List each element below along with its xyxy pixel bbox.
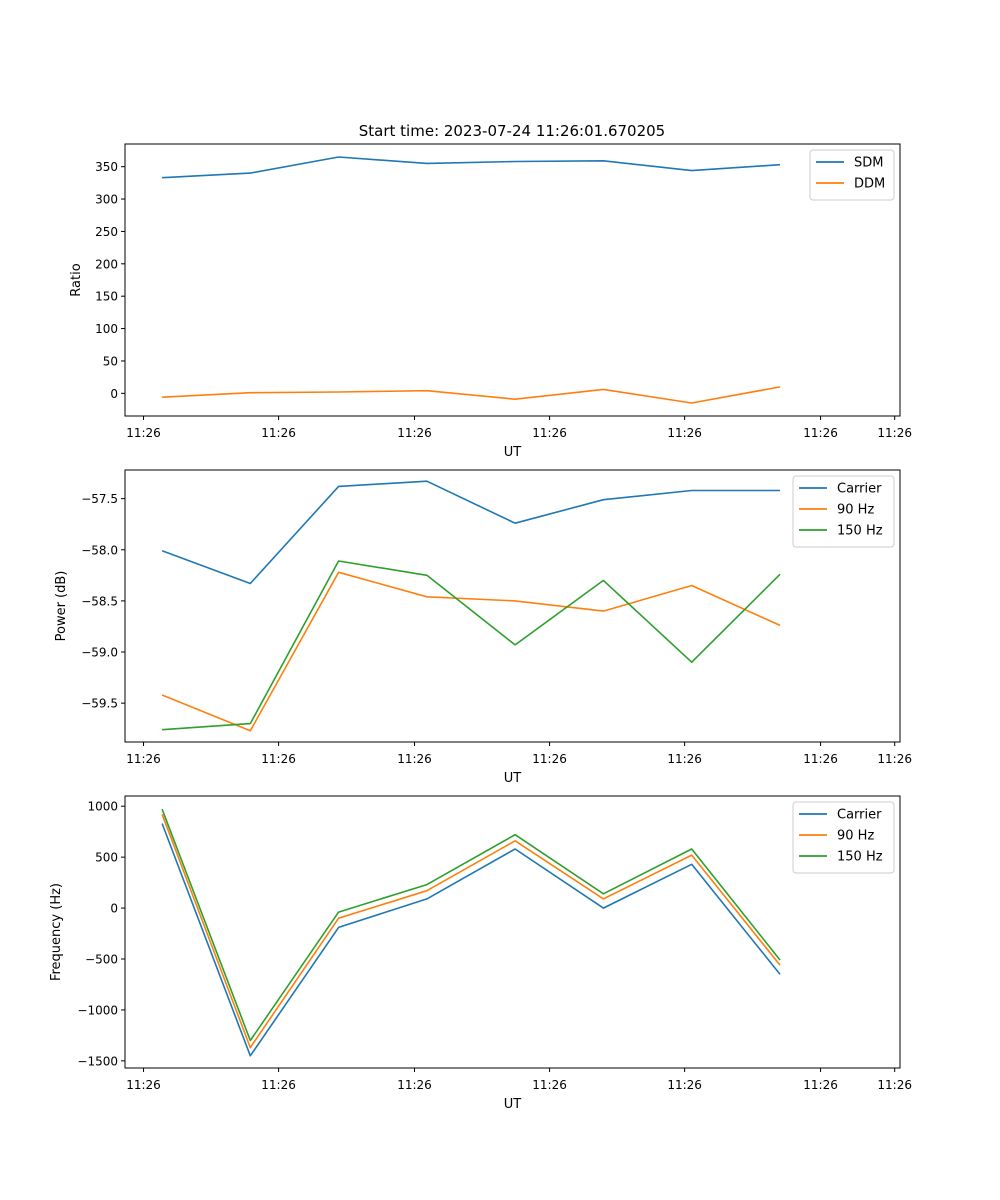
legend-label: 90 Hz (837, 829, 874, 844)
legend-label: Carrier (837, 482, 882, 497)
x-axis-label: UT (504, 445, 522, 460)
y-tick-label: 150 (95, 290, 118, 304)
y-tick-label: 500 (95, 851, 118, 865)
x-tick-label: 11:26 (397, 752, 432, 766)
legend-label: SDM (854, 156, 883, 171)
y-tick-label: 1000 (87, 800, 118, 814)
x-tick-label: 11:26 (877, 752, 912, 766)
legend-label: 150 Hz (837, 524, 883, 539)
x-tick-label: 11:26 (261, 426, 296, 440)
plots: 0 50 100 150 200 250 300 350 11:26 11:26 11:26 11:2… (49, 143, 912, 1112)
x-tick-label: 11:26 (126, 752, 161, 766)
series-line-150-hz (161, 808, 781, 1042)
series-line-carrier (161, 823, 781, 1057)
x-tick-label: 11:26 (667, 1078, 702, 1092)
x-axis-label: UT (504, 771, 522, 786)
y-tick-label: −1000 (77, 1003, 118, 1017)
subplot-2: −59.5 −59.0 −58.5 −58.0 −57.5 11:26 11:26 11:26… (54, 469, 912, 786)
y-axis-label: Frequency (Hz) (49, 883, 64, 981)
axes-frame (124, 143, 901, 417)
legend-label: DDM (854, 177, 885, 192)
subplot-3: −1500 −1000 −500 0 500 1000 11:26 11:26 11:26 11:… (49, 795, 912, 1112)
y-tick-label: −500 (85, 952, 118, 966)
y-tick-label: −59.0 (81, 646, 118, 660)
x-tick-label: 11:26 (803, 752, 838, 766)
x-tick-label: 11:26 (261, 752, 296, 766)
x-axis-label: UT (504, 1097, 522, 1112)
x-tick-label: 11:26 (397, 426, 432, 440)
legend-label: Carrier (837, 808, 882, 823)
legend-label: 150 Hz (837, 850, 883, 865)
x-tick-label: 11:26 (667, 426, 702, 440)
legend: Carrier 90 Hz 150 Hz (792, 801, 895, 874)
y-tick-label: −59.5 (81, 697, 118, 711)
y-tick-label: 50 (103, 354, 118, 368)
axes-frame (124, 469, 901, 743)
legend: SDM DDM (809, 149, 895, 201)
y-tick-label: 100 (95, 322, 118, 336)
x-tick-label: 11:26 (803, 1078, 838, 1092)
x-tick-label: 11:26 (532, 752, 567, 766)
x-tick-label: 11:26 (126, 426, 161, 440)
y-tick-label: 0 (110, 387, 118, 401)
series-line-150-hz (162, 560, 781, 731)
x-tick-label: 11:26 (532, 1078, 567, 1092)
y-tick-label: 250 (95, 225, 118, 239)
x-tick-label: 11:26 (877, 426, 912, 440)
series-line-sdm (162, 156, 781, 179)
axes-frame (124, 795, 901, 1069)
x-tick-label: 11:26 (397, 1078, 432, 1092)
figure-title: Start time: 2023-07-24 11:26:01.670205 (359, 122, 665, 140)
x-tick-label: 11:26 (803, 426, 838, 440)
y-tick-label: 0 (110, 902, 118, 916)
y-tick-label: 300 (95, 193, 118, 207)
subplot-1: 0 50 100 150 200 250 300 350 11:26 11:26 11:26 11:2… (69, 143, 912, 460)
y-axis-label: Ratio (69, 263, 84, 296)
y-tick-label: 200 (95, 257, 118, 271)
y-tick-label: −57.5 (81, 492, 118, 506)
x-tick-label: 11:26 (126, 1078, 161, 1092)
x-tick-label: 11:26 (532, 426, 567, 440)
y-tick-label: −1500 (77, 1054, 118, 1068)
legend-label: 90 Hz (837, 503, 874, 518)
y-tick-label: 350 (95, 160, 118, 174)
x-tick-label: 11:26 (667, 752, 702, 766)
y-tick-label: −58.0 (81, 543, 118, 557)
y-tick-label: −58.5 (81, 594, 118, 608)
x-tick-label: 11:26 (261, 1078, 296, 1092)
series-line-90-hz (161, 814, 781, 1049)
y-axis-label: Power (dB) (54, 571, 69, 642)
series-line-carrier (161, 480, 780, 585)
legend: Carrier 90 Hz 150 Hz (792, 475, 895, 548)
series-line-ddm (162, 386, 781, 404)
series-line-90-hz (161, 571, 781, 732)
x-tick-label: 11:26 (877, 1078, 912, 1092)
